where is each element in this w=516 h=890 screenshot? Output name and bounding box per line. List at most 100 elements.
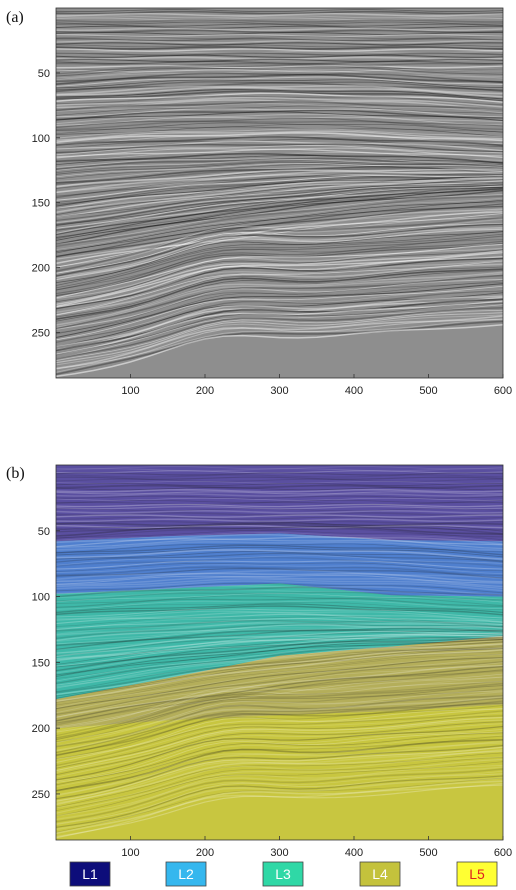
plot-background-a	[56, 8, 503, 378]
reflector-line	[56, 10, 503, 15]
legend-item-l1: L1	[69, 861, 111, 887]
layer-region-l5	[56, 704, 503, 840]
y-tick-label: 50	[38, 68, 50, 80]
reflector-line	[56, 531, 503, 543]
reflector-line	[56, 640, 503, 682]
reflector-line	[56, 780, 503, 835]
reflector-line	[56, 522, 503, 527]
reflector-line	[56, 764, 503, 817]
reflector-line	[56, 68, 503, 79]
reflector-line	[56, 669, 503, 724]
reflector-line	[56, 617, 503, 631]
reflector-line	[56, 161, 503, 175]
reflector-line	[56, 302, 503, 356]
reflector-line	[56, 541, 503, 552]
legend-item-l5: L5	[456, 861, 498, 887]
reflector-line	[56, 76, 503, 87]
y-tick-label: 150	[32, 657, 50, 669]
y-tick-label: 250	[32, 328, 50, 340]
y-tick-label: 250	[32, 789, 50, 801]
reflector-line	[56, 185, 503, 229]
reflector-line	[56, 715, 503, 769]
reflector-line	[56, 187, 503, 239]
layer-fills-b	[56, 465, 503, 840]
reflector-line	[56, 613, 503, 625]
reflector-line	[56, 740, 503, 796]
reflector-line	[56, 608, 503, 619]
reflector-line	[56, 710, 503, 767]
legend-label: L2	[178, 866, 194, 882]
layer-region-l2	[56, 533, 503, 597]
reflector-line	[56, 629, 503, 651]
layer-legend: L1 L2 L3 L4 L5	[69, 861, 498, 887]
reflector-line	[56, 644, 503, 692]
reflector-line	[56, 642, 503, 686]
reflector-line	[56, 203, 503, 257]
reflector-line	[56, 289, 503, 341]
reflector-line	[56, 768, 503, 823]
reflector-line	[56, 484, 503, 489]
reflector-line	[56, 721, 503, 776]
reflector-line	[56, 304, 503, 359]
reflector-line	[56, 702, 503, 757]
reflector-line	[56, 680, 503, 737]
x-tick-label: 200	[196, 385, 214, 397]
reflector-line	[56, 157, 503, 171]
reflector-line	[56, 216, 503, 272]
reflector-line	[56, 54, 503, 58]
reflector-line	[56, 271, 503, 326]
reflector-line	[56, 124, 503, 135]
reflector-line	[56, 226, 503, 279]
reflector-line	[56, 493, 503, 497]
reflector-line	[56, 185, 503, 226]
seismic-reflectors-b	[56, 466, 503, 839]
reflector-line	[56, 120, 503, 131]
x-tick-label: 300	[270, 847, 288, 859]
reflector-line	[56, 499, 503, 503]
reflector-line	[56, 199, 503, 252]
reflector-line	[56, 505, 503, 510]
reflector-line	[56, 89, 503, 100]
reflector-line	[56, 695, 503, 748]
reflector-line	[56, 81, 503, 91]
reflector-line	[56, 116, 503, 126]
reflector-line	[56, 742, 503, 797]
reflector-line	[56, 633, 503, 660]
reflector-line	[56, 263, 503, 316]
reflector-line	[56, 748, 503, 804]
reflector-line	[56, 176, 503, 205]
reflector-line	[56, 562, 503, 572]
reflector-line	[56, 773, 503, 825]
reflector-line	[56, 641, 503, 685]
reflector-line	[56, 576, 503, 588]
y-tick-label: 100	[32, 592, 50, 604]
reflector-line	[56, 183, 503, 226]
reflector-line	[56, 176, 503, 207]
legend-swatch	[69, 861, 111, 887]
panel-label-b: (b)	[6, 465, 25, 482]
reflector-line	[56, 766, 503, 821]
reflector-line	[56, 155, 503, 166]
reflector-line	[56, 64, 503, 69]
reflector-line	[56, 478, 503, 482]
reflector-line	[56, 201, 503, 254]
reflector-line	[56, 636, 503, 672]
reflector-line	[56, 99, 503, 110]
reflector-line	[56, 682, 503, 739]
reflector-line	[56, 653, 503, 709]
reflector-line	[56, 630, 503, 654]
reflector-line	[56, 179, 503, 216]
reflector-line	[56, 50, 503, 54]
reflector-line	[56, 491, 503, 495]
reflector-line	[56, 168, 503, 188]
reflector-line	[56, 488, 503, 493]
reflector-line	[56, 312, 503, 364]
reflector-line	[56, 615, 503, 627]
reflector-line	[56, 639, 503, 678]
reflector-line	[56, 497, 503, 501]
reflector-line	[56, 637, 503, 674]
reflector-line	[56, 750, 503, 806]
reflector-line	[56, 159, 503, 171]
reflector-line	[56, 685, 503, 741]
reflector-line	[56, 171, 503, 194]
